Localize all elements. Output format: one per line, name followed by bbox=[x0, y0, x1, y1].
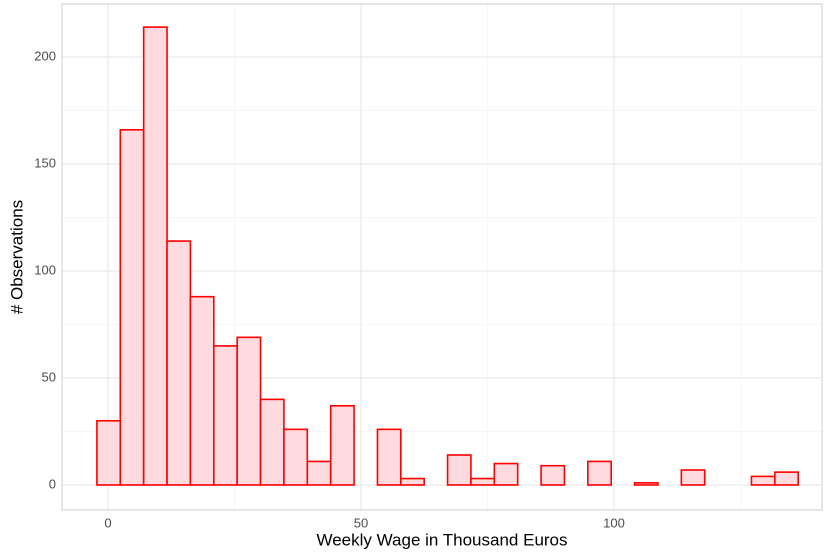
histogram-bar bbox=[493, 462, 519, 486]
y-axis-title: # Observations bbox=[7, 200, 26, 314]
histogram-bar bbox=[189, 295, 215, 486]
histogram-bar bbox=[633, 482, 659, 486]
histogram-bar bbox=[376, 428, 402, 486]
x-tick-label: 100 bbox=[603, 515, 625, 530]
y-tick-label: 0 bbox=[49, 476, 56, 491]
x-axis-title: Weekly Wage in Thousand Euros bbox=[316, 530, 567, 549]
histogram-bar bbox=[236, 336, 262, 486]
histogram-bar bbox=[306, 460, 332, 486]
y-tick-label: 200 bbox=[34, 48, 56, 63]
histogram-bar bbox=[587, 460, 613, 486]
histogram-bar bbox=[96, 419, 122, 486]
histogram-bar bbox=[774, 471, 800, 486]
histogram-bar bbox=[259, 398, 285, 486]
x-tick-label: 50 bbox=[354, 515, 368, 530]
histogram-bar bbox=[283, 428, 309, 486]
x-tick-label: 0 bbox=[104, 515, 111, 530]
histogram-bar bbox=[400, 477, 425, 486]
panel-border bbox=[61, 3, 823, 511]
histogram-bar bbox=[119, 129, 145, 486]
y-tick-label: 50 bbox=[42, 369, 56, 384]
y-tick-label: 150 bbox=[34, 155, 56, 170]
histogram-bar bbox=[329, 405, 355, 486]
histogram-bar bbox=[680, 469, 706, 486]
histogram-bar bbox=[540, 464, 566, 486]
histogram-bar bbox=[750, 475, 776, 486]
histogram-bar bbox=[166, 240, 192, 486]
y-tick-label: 100 bbox=[34, 262, 56, 277]
histogram-bar bbox=[212, 345, 238, 486]
histogram-bar bbox=[470, 477, 496, 486]
histogram-bar bbox=[446, 454, 472, 486]
histogram-bar bbox=[142, 26, 168, 486]
